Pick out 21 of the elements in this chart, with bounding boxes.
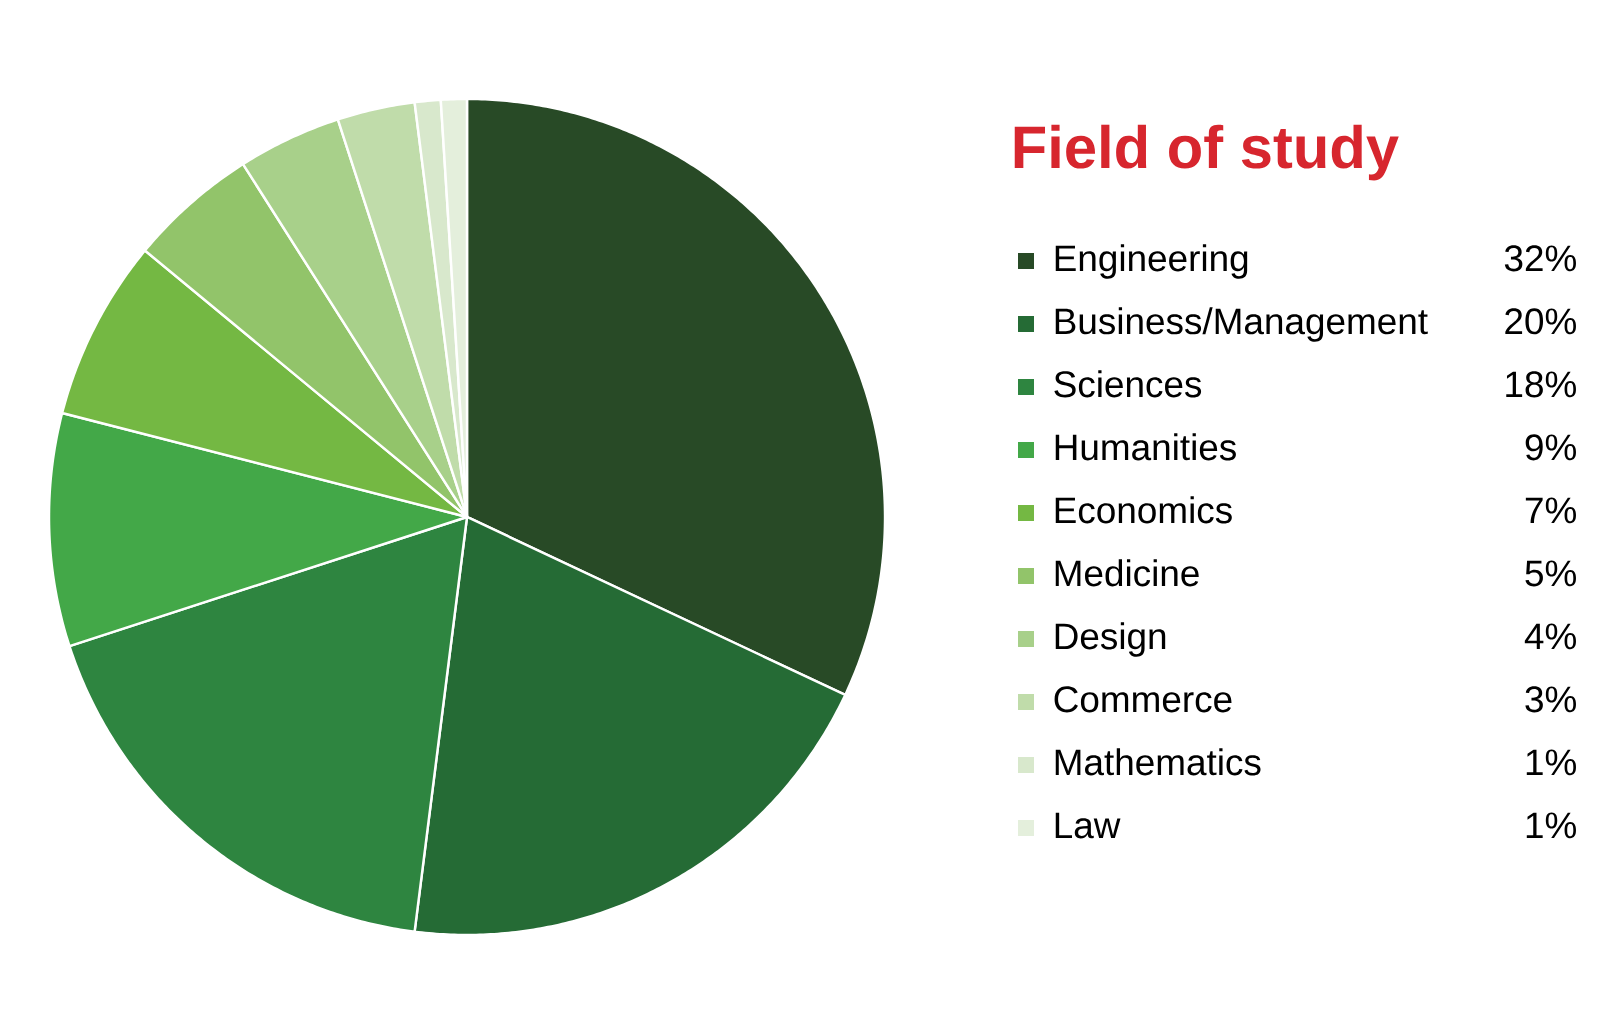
data-label: 1% [1526,812,1576,839]
legend-label: Economics [1055,496,1232,524]
legend-label: Business/Management [1055,307,1428,342]
legend-label: Medicine [1055,559,1199,587]
legend-label: Humanities [1055,433,1236,461]
legend-label: Design [1055,622,1166,657]
data-label: 32% [1504,245,1576,272]
legend-label: Law [1055,812,1121,839]
legend-label: Sciences [1054,370,1202,398]
chart-title: Field of study [1014,124,1399,181]
data-label: 5% [1525,560,1576,587]
data-label: 9% [1525,434,1576,461]
data-label: 4% [1524,623,1576,650]
data-label: 7% [1525,497,1576,524]
data-label: 3% [1525,686,1576,713]
data-label: 20% [1505,308,1576,335]
legend-label: Engineering [1055,244,1248,279]
data-label: 1% [1526,749,1576,776]
legend-label: Commerce [1054,686,1232,713]
data-label: 18% [1506,371,1576,398]
legend-label: Mathematics [1055,748,1261,776]
